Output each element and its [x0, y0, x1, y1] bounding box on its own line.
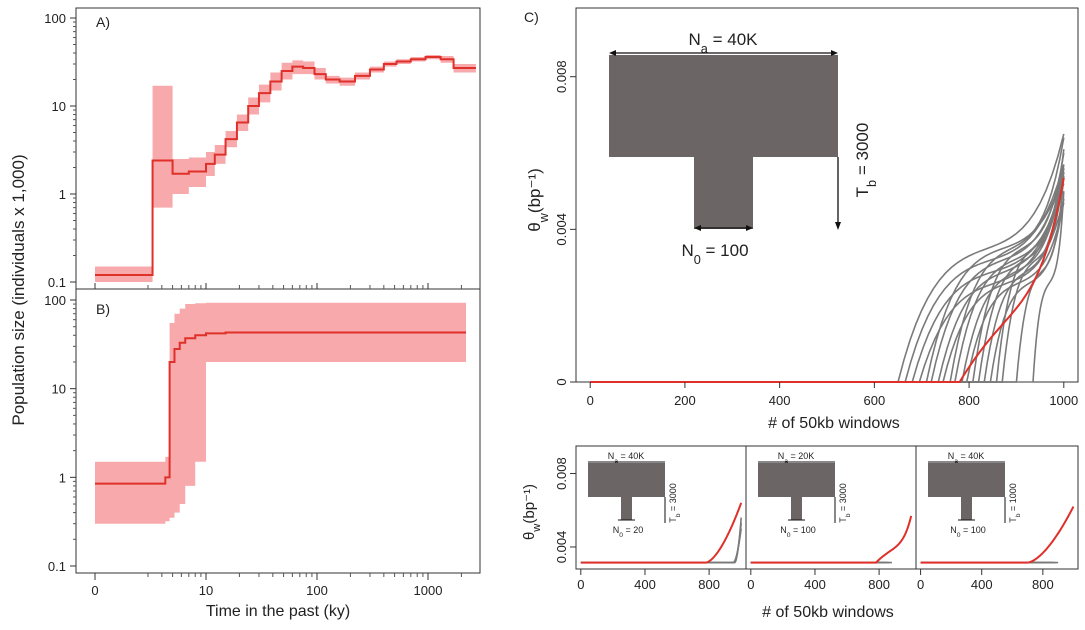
panel-c-xtick-label-1000: 1000 — [1049, 393, 1078, 408]
panel-d1-ytick-label-0.004: 0.004 — [554, 531, 569, 564]
panel-d1-ytick-label-0.008: 0.008 — [554, 457, 569, 490]
panel-d3-tb-label: Tb = 1000 — [1008, 483, 1022, 523]
panel-d2-n0-label: N0 = 100 — [780, 525, 816, 539]
panel-c-sim-line — [590, 191, 1065, 383]
panel-a-ci-band — [95, 54, 476, 283]
panel-c-sim-line — [590, 175, 1065, 383]
x-axis-label-ab: Time in the past (ky) — [206, 603, 350, 620]
panel-a-ytick-label-100: 100 — [44, 11, 66, 26]
panel-c-sim-line — [590, 152, 1065, 383]
panel-c-ytick-label-0.004: 0.004 — [554, 213, 569, 246]
panel-b-median-line — [95, 331, 467, 485]
panel-a-ytick-label-0.1: 0.1 — [48, 275, 66, 290]
panel-c-ytick-label-0: 0 — [554, 378, 569, 385]
panel-a-median-line — [95, 56, 476, 277]
panel-d1-observed-line — [580, 502, 743, 564]
panel-c-tb-label: Tb = 3000 — [853, 123, 879, 198]
panel-b-ytick-label-0.1: 0.1 — [48, 559, 66, 574]
panel-c-sim-line — [590, 183, 1065, 383]
panel-d2-xtick-label-800: 800 — [868, 577, 890, 592]
panel-a-ytick-label-1: 1 — [59, 187, 66, 202]
panel-d1-na-label: Na = 40K — [608, 451, 645, 465]
panel-d3-n0-label: N0 = 100 — [950, 525, 986, 539]
panel-c-ytick-label-0.008: 0.008 — [554, 60, 569, 93]
panel-a-ytick-label-10: 10 — [52, 99, 66, 114]
panel-c-xtick-label-800: 800 — [958, 393, 980, 408]
panel-c-inset-shape — [609, 55, 838, 229]
panel-b-xtick-label-10: 10 — [199, 583, 213, 598]
panel-d1-sim-line — [580, 523, 742, 564]
panel-d1-n0-label: N0 = 20 — [613, 525, 644, 539]
panel-c-sim-line — [590, 137, 1065, 383]
panel-c-sim-line — [590, 175, 1065, 383]
panel-b-xtick-label-0: 0 — [91, 583, 98, 598]
panel-b-xtick-label-100: 100 — [306, 583, 328, 598]
panel-c-ylabel: θw(bp⁻¹) — [525, 168, 551, 232]
panel-c-na-arrow-head-right — [831, 50, 838, 56]
panel-c-xtick-label-0: 0 — [587, 393, 594, 408]
panel-c-letter: C) — [524, 9, 539, 25]
panel-b-ytick-label-10: 10 — [52, 382, 66, 397]
panel-c-xtick-label-200: 200 — [674, 393, 696, 408]
panel-d3-xtick-label-0: 0 — [917, 577, 924, 592]
panel-c-xtick-label-400: 400 — [769, 393, 791, 408]
panel-d1-ylabel: θw(bp⁻¹) — [521, 484, 543, 540]
panel-a-frame — [75, 7, 481, 290]
panel-c-n0-arrow-head-right — [746, 225, 753, 231]
panel-c-sim-line — [590, 149, 1065, 383]
panel-d2-inset-shape — [758, 463, 835, 520]
panel-c-n0-arrow-head-left — [694, 225, 701, 231]
panel-c-na-label: Na = 40K — [689, 30, 759, 56]
panel-c-n0-label: N0 = 100 — [681, 241, 748, 267]
panel-d2-xtick-label-400: 400 — [804, 577, 826, 592]
panel-c-observed-line — [590, 177, 1065, 383]
panel-d1-sim-line — [580, 517, 742, 564]
panel-d1-xtick-label-400: 400 — [634, 577, 656, 592]
panel-d3-frame — [915, 445, 1079, 570]
panel-d3-observed-line — [920, 506, 1075, 564]
panel-d1-tb-label: Tb = 3000 — [668, 483, 682, 523]
panel-c-tb-arrow-head — [835, 222, 841, 230]
panel-c-na-arrow-head-left — [609, 50, 616, 56]
x-axis-label-c: # of 50kb windows — [768, 415, 900, 432]
panel-c-sim-line — [590, 133, 1065, 383]
panel-c-sim-line — [590, 171, 1065, 383]
panel-b-ytick-label-1: 1 — [59, 470, 66, 485]
panel-d3-na-label: Na = 40K — [948, 451, 985, 465]
panel-c-sim-line — [590, 171, 1065, 383]
panel-d2-na-label: Na = 20K — [778, 451, 815, 465]
panel-d1-inset-shape — [588, 463, 665, 520]
panel-b-ytick-label-100: 100 — [44, 293, 66, 308]
panel-d1-xtick-label-0: 0 — [577, 577, 584, 592]
panel-d3-xtick-label-400: 400 — [971, 577, 993, 592]
panel-b-xtick-label-1000: 1000 — [414, 583, 443, 598]
panel-b-letter: B) — [96, 301, 110, 317]
panel-d1-sim-line — [580, 528, 742, 564]
panel-b-ci-band — [95, 302, 467, 524]
x-axis-label-d: # of 50kb windows — [762, 604, 894, 621]
panel-c-sim-line — [590, 171, 1065, 383]
panel-b-frame — [75, 288, 481, 574]
panel-d2-xtick-label-0: 0 — [747, 577, 754, 592]
panel-c-sim-line — [590, 202, 1065, 383]
panel-d1-xtick-label-800: 800 — [698, 577, 720, 592]
panel-d3-inset-shape — [928, 463, 1005, 520]
panel-a-letter: A) — [96, 14, 110, 30]
panel-c-xtick-label-600: 600 — [864, 393, 886, 408]
panel-d2-tb-label: Tb = 3000 — [838, 483, 852, 523]
panel-d3-xtick-label-800: 800 — [1032, 577, 1054, 592]
panel-d2-observed-line — [750, 515, 913, 564]
y-axis-label-ab: Population size (individuals x 1,000) — [9, 154, 28, 425]
